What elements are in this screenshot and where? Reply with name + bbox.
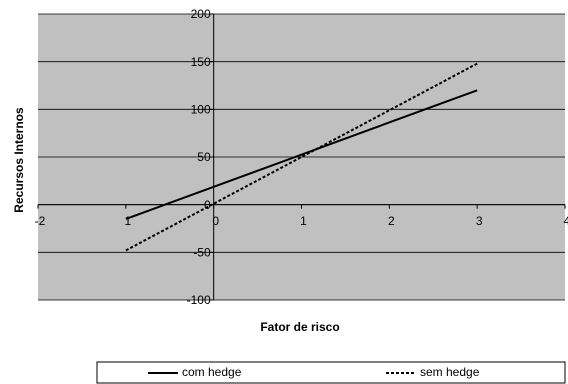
series-line	[125, 62, 478, 252]
x-tick-label: 1	[300, 214, 307, 228]
y-tick-label: 100	[191, 103, 211, 117]
legend-box	[96, 361, 566, 384]
legend-label: com hedge	[182, 365, 242, 379]
y-tick-label: 50	[197, 150, 211, 164]
x-tick-label: 4	[564, 214, 568, 228]
x-tick-label: 2	[388, 214, 395, 228]
x-tick-label: -2	[35, 214, 46, 228]
x-axis-label: Fator de risco	[260, 320, 339, 334]
legend-label: sem hedge	[420, 365, 480, 379]
y-axis-label: Recursos Internos	[12, 107, 26, 213]
x-tick-label: 3	[476, 214, 483, 228]
x-tick-label: 0	[212, 214, 219, 228]
y-tick-label: 150	[191, 55, 211, 69]
y-tick-label: -50	[193, 246, 211, 260]
y-tick-label: 200	[191, 7, 211, 21]
series-line	[125, 89, 478, 220]
x-tick-label: 1	[124, 214, 131, 228]
y-tick-label: -100	[187, 293, 211, 307]
